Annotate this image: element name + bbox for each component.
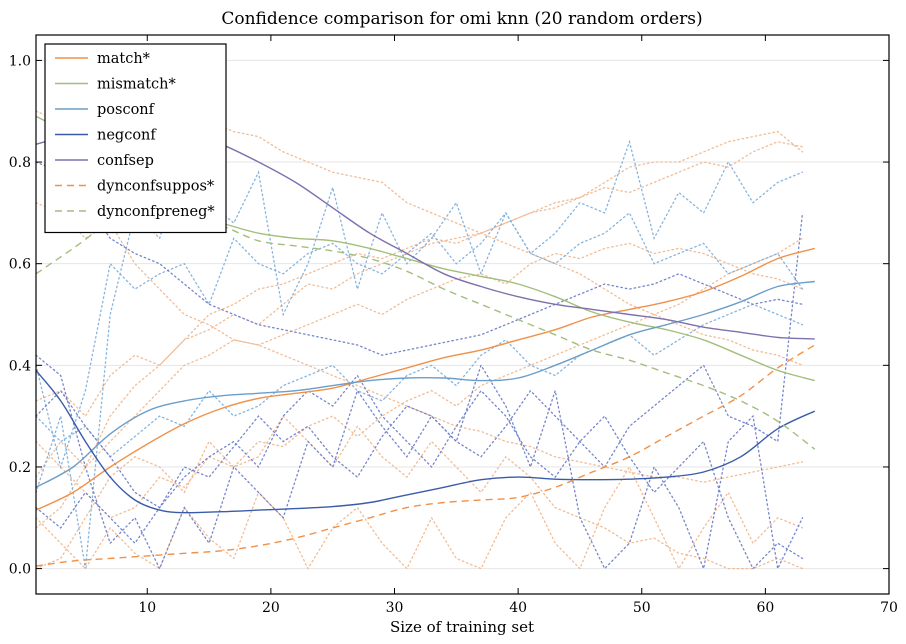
y-tick-label: 0.0 bbox=[9, 562, 31, 578]
x-tick-label: 10 bbox=[138, 600, 156, 616]
run-trace-10 bbox=[35, 303, 804, 458]
legend-label: dynconfpreneg* bbox=[97, 204, 215, 220]
y-tick-label: 1.0 bbox=[9, 53, 31, 69]
run-trace-13 bbox=[35, 161, 804, 356]
y-tick-label: 0.8 bbox=[9, 155, 31, 171]
legend-label: confsep bbox=[97, 153, 154, 169]
run-traces bbox=[35, 110, 804, 571]
x-tick-label: 60 bbox=[756, 600, 774, 616]
y-tick-label: 0.6 bbox=[9, 257, 31, 273]
series-line-negconf bbox=[35, 369, 816, 514]
plot-frame bbox=[35, 34, 890, 595]
legend-label: mismatch* bbox=[97, 77, 177, 93]
chart-title: Confidence comparison for omi knn (20 ra… bbox=[221, 9, 702, 29]
run-trace-4 bbox=[35, 237, 804, 519]
run-trace-3 bbox=[35, 202, 804, 483]
run-trace-9 bbox=[35, 211, 804, 470]
y-tick-label: 0.2 bbox=[9, 460, 31, 476]
legend-label: dynconfsuppos* bbox=[97, 179, 215, 195]
run-trace-6 bbox=[35, 415, 804, 570]
x-tick-label: 50 bbox=[633, 600, 651, 616]
x-tick-label: 30 bbox=[386, 600, 404, 616]
series-line-match bbox=[35, 247, 815, 511]
x-tick-label: 70 bbox=[880, 600, 898, 616]
run-trace-7 bbox=[35, 110, 804, 366]
x-tick-label: 20 bbox=[262, 600, 280, 616]
series-line-posconf bbox=[35, 280, 815, 488]
run-trace-5 bbox=[35, 465, 804, 570]
run-trace-11 bbox=[35, 354, 804, 571]
legend-label: negconf bbox=[97, 128, 157, 144]
legend-label: posconf bbox=[97, 102, 156, 118]
run-trace-14 bbox=[35, 374, 804, 570]
run-trace-2 bbox=[35, 242, 804, 529]
axis-ticks: 10 20 30 40 50 60 70 0.0 0.2 0.4 0.6 0.8 1.0 bbox=[9, 35, 898, 616]
legend-label: match* bbox=[97, 51, 151, 67]
run-trace-12 bbox=[35, 212, 804, 509]
y-tick-label: 0.4 bbox=[9, 358, 31, 374]
legend: match* mismatch* posconf negconf confsep dync… bbox=[44, 43, 227, 234]
grid bbox=[36, 59, 889, 570]
x-tick-label: 40 bbox=[509, 600, 527, 616]
legend-box bbox=[44, 43, 227, 234]
x-axis-label: Size of training set bbox=[390, 618, 534, 636]
